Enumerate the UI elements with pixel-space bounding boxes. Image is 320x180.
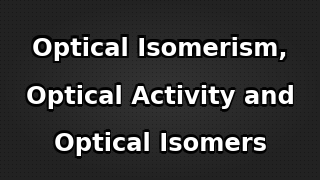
Text: Optical Activity and: Optical Activity and (26, 85, 294, 109)
Text: Optical Activity and: Optical Activity and (26, 88, 294, 112)
Text: Optical Isomers: Optical Isomers (52, 134, 265, 158)
Text: Optical Isomers: Optical Isomers (55, 130, 268, 154)
Text: Optical Activity and: Optical Activity and (28, 83, 296, 107)
Text: Optical Activity and: Optical Activity and (24, 87, 292, 111)
Text: Optical Isomers: Optical Isomers (55, 134, 268, 158)
Text: Optical Activity and: Optical Activity and (24, 83, 292, 107)
Text: Optical Isomers: Optical Isomers (53, 132, 267, 156)
Text: Optical Isomerism,: Optical Isomerism, (32, 37, 288, 61)
Text: Optical Isomerism,: Optical Isomerism, (30, 34, 286, 58)
Text: Optical Isomerism,: Optical Isomerism, (34, 39, 290, 63)
Text: Optical Isomerism,: Optical Isomerism, (32, 34, 288, 58)
Text: Optical Isomers: Optical Isomers (52, 130, 265, 154)
Text: Optical Isomerism,: Optical Isomerism, (32, 39, 288, 63)
Text: Optical Isomers: Optical Isomers (53, 129, 267, 153)
Text: Optical Activity and: Optical Activity and (26, 82, 294, 107)
Text: Optical Isomers: Optical Isomers (53, 135, 267, 159)
Text: Optical Activity and: Optical Activity and (28, 87, 296, 111)
Text: Optical Isomerism,: Optical Isomerism, (30, 39, 286, 63)
Text: Optical Isomerism,: Optical Isomerism, (34, 34, 290, 58)
